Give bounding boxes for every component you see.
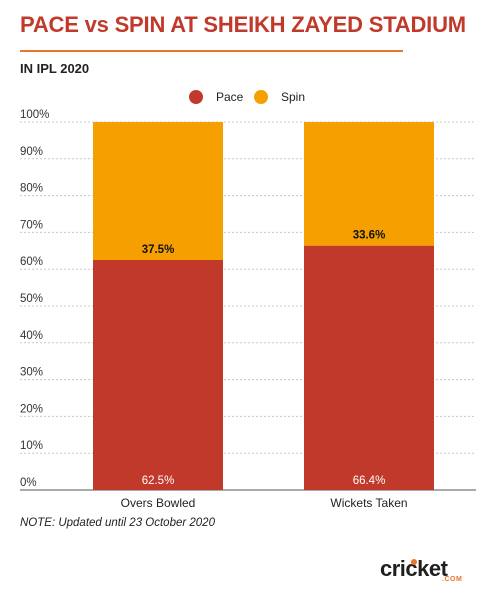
y-tick-label: 20% [20, 403, 43, 415]
y-tick-label: 10% [20, 440, 43, 452]
data-label: 62.5% [142, 475, 175, 487]
y-tick-label: 70% [20, 219, 43, 231]
legend-label: Spin [281, 90, 305, 104]
bar-spin-1 [304, 122, 434, 246]
bar-spin-0 [93, 122, 223, 260]
chart-title: PACE vs SPIN AT SHEIKH ZAYED STADIUM [20, 12, 466, 37]
chart-subtitle: IN IPL 2020 [20, 61, 90, 76]
legend-label: Pace [216, 90, 244, 104]
y-tick-label: 90% [20, 146, 43, 158]
cricket-com-logo: cricket .COM [380, 556, 480, 586]
data-label: 66.4% [353, 475, 386, 487]
logo-dot-icon [411, 559, 417, 565]
title-underline [20, 50, 403, 52]
y-tick-label: 60% [20, 256, 43, 268]
x-category-label: Overs Bowled [121, 496, 196, 510]
data-label: 37.5% [142, 244, 175, 256]
legend-swatch-pace [189, 90, 203, 104]
y-tick-label: 80% [20, 183, 43, 195]
bar-pace-0 [93, 260, 223, 490]
data-label: 33.6% [353, 230, 386, 242]
y-tick-label: 40% [20, 330, 43, 342]
footnote: NOTE: Updated until 23 October 2020 [20, 517, 215, 529]
bar-pace-1 [304, 245, 434, 490]
x-category-label: Wickets Taken [330, 496, 407, 510]
y-tick-label: 30% [20, 367, 43, 379]
y-tick-label: 100% [20, 109, 49, 121]
legend-swatch-spin [254, 90, 268, 104]
logo-suffix: .COM [442, 576, 463, 583]
y-tick-label: 50% [20, 293, 43, 305]
y-tick-label: 0% [20, 477, 37, 489]
